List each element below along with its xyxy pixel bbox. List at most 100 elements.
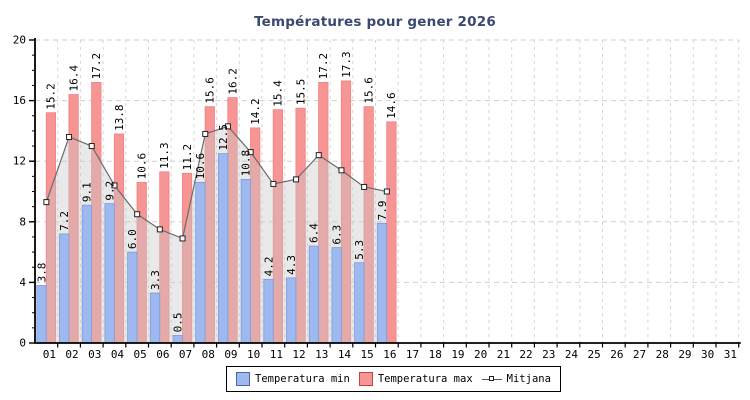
mitjana-marker: [88, 143, 95, 150]
mitjana-line: [45, 125, 387, 240]
temperatura-min-bar: [286, 277, 297, 344]
x-tick-label: 16: [383, 348, 396, 361]
x-tick-label: 28: [656, 348, 669, 361]
y-tick-label: 4: [19, 276, 26, 289]
min-value-label: 4.3: [285, 255, 298, 275]
x-tick-label: 11: [270, 348, 283, 361]
min-value-label: 10.8: [240, 150, 253, 177]
x-tick-label: 13: [315, 348, 328, 361]
x-tick-label: 05: [134, 348, 147, 361]
min-swatch-icon: [236, 372, 250, 386]
x-tick-label: 09: [224, 348, 237, 361]
temperatura-min-bar: [308, 245, 320, 344]
mitjana-marker: [270, 180, 277, 187]
min-value-label: 0.5: [172, 313, 185, 333]
min-value-label: 4.2: [262, 256, 275, 276]
max-swatch-icon: [358, 372, 373, 386]
x-tick-label: 12: [292, 348, 305, 361]
x-tick-label: 19: [451, 348, 464, 361]
max-value-label: 11.3: [158, 142, 171, 169]
max-value-label: 15.6: [204, 77, 217, 104]
temperatura-max-bar: [386, 121, 397, 344]
legend-label-mitjana: Mitjana: [506, 373, 551, 385]
mitjana-marker: [361, 183, 368, 190]
mitjana-marker: [134, 211, 141, 218]
min-value-label: 6.3: [330, 225, 343, 245]
max-value-label: 15.2: [45, 83, 58, 110]
x-tick-label: 29: [678, 348, 691, 361]
x-tick-label: 02: [65, 348, 78, 361]
x-tick-label: 07: [179, 348, 192, 361]
max-value-label: 14.2: [249, 98, 262, 125]
x-tick-label: 21: [497, 348, 510, 361]
mitjana-marker: [202, 130, 209, 137]
temperatura-min-bar: [81, 204, 92, 344]
y-tick-label: 16: [13, 94, 26, 107]
x-tick-label: 15: [361, 348, 374, 361]
x-tick-label: 26: [610, 348, 623, 361]
x-tick-label: 03: [88, 348, 101, 361]
min-value-label: 7.9: [376, 200, 389, 220]
y-tick-label: 20: [13, 34, 26, 47]
temperatura-min-bar: [104, 203, 115, 344]
max-value-label: 10.6: [136, 153, 149, 180]
temperatura-min-bar: [240, 178, 251, 344]
temperatura-min-bar: [59, 233, 70, 344]
mitjana-marker: [293, 176, 300, 183]
temperatura-min-bar: [354, 262, 365, 344]
x-tick-label: 25: [588, 348, 601, 361]
max-value-label: 15.6: [363, 77, 376, 104]
x-tick-label: 30: [701, 348, 714, 361]
x-tick-label: 24: [565, 348, 579, 361]
min-value-label: 7.2: [58, 211, 71, 231]
legend: Temperatura min Temperatura max Mitjana: [226, 366, 561, 392]
temperatura-min-bar: [127, 251, 138, 344]
max-value-label: 16.2: [226, 68, 239, 94]
temperatura-min-bar: [149, 292, 161, 344]
x-tick-label: 10: [247, 348, 260, 361]
mitjana-marker: [383, 188, 390, 195]
y-tick-label: 8: [19, 215, 26, 228]
min-value-label: 3.8: [35, 263, 48, 283]
chart-title: Températures pour gener 2026: [254, 14, 496, 30]
max-value-label: 15.4: [272, 80, 285, 107]
mitjana-marker: [111, 182, 118, 189]
min-value-label: 12.5: [217, 124, 230, 151]
max-value-label: 16.4: [67, 65, 80, 92]
temperatura-min-bar: [263, 278, 274, 344]
x-tick-label: 27: [633, 348, 646, 361]
mitjana-marker: [66, 133, 73, 140]
mitjana-marker: [179, 235, 186, 242]
max-value-label: 13.8: [113, 104, 126, 131]
x-tick-label: 04: [111, 348, 125, 361]
y-tick-label: 12: [13, 155, 26, 168]
x-tick-label: 08: [202, 348, 215, 361]
x-tick-label: 06: [156, 348, 169, 361]
x-tick-label: 31: [724, 348, 737, 361]
max-value-label: 11.2: [181, 144, 194, 171]
mitjana-marker: [315, 152, 322, 159]
x-tick-label: 22: [519, 348, 532, 361]
x-tick-label: 17: [406, 348, 419, 361]
mitjana-marker: [43, 199, 50, 206]
min-value-label: 9.2: [103, 181, 116, 201]
mitjana-marker: [224, 123, 231, 130]
legend-label-max: Temperatura max: [377, 373, 473, 385]
temperatura-min-bar: [195, 182, 206, 344]
max-value-label: 17.2: [317, 53, 330, 80]
temperatura-min-bar: [172, 335, 183, 344]
max-value-label: 17.3: [340, 51, 353, 78]
min-value-label: 6.4: [308, 223, 321, 243]
legend-item-mitjana: Mitjana: [481, 373, 551, 385]
min-value-label: 6.0: [126, 229, 139, 249]
x-tick-label: 01: [43, 348, 56, 361]
legend-item-temperatura-max: Temperatura max: [358, 372, 473, 386]
min-value-label: 5.3: [353, 240, 366, 260]
x-tick-label: 14: [338, 348, 352, 361]
mitjana-marker: [338, 167, 345, 174]
legend-item-temperatura-min: Temperatura min: [236, 372, 350, 386]
max-value-label: 15.5: [294, 79, 307, 106]
line-marker-icon: [481, 375, 502, 384]
